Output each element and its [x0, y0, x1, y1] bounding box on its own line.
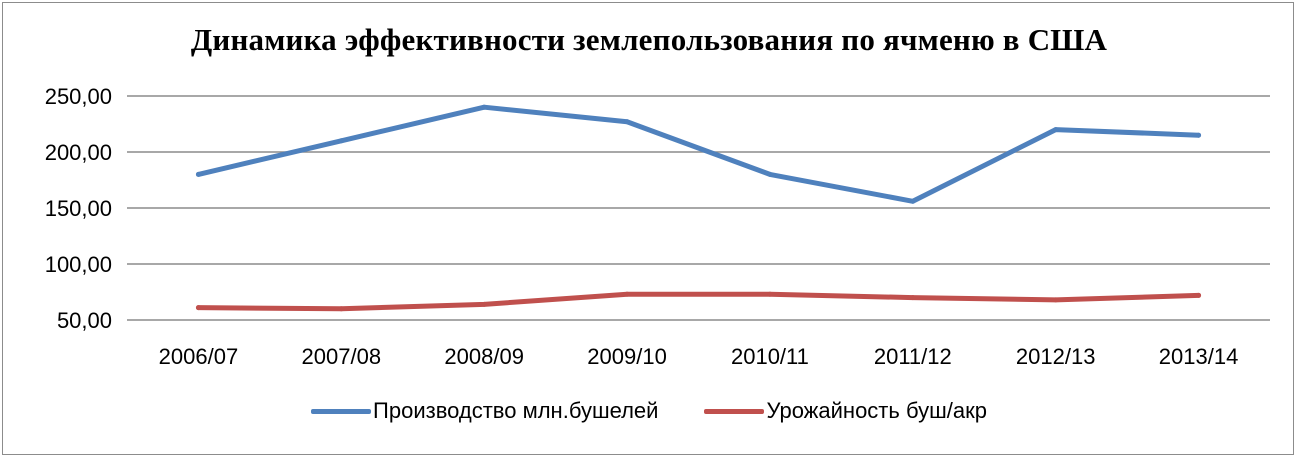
legend-label-yield: Урожайность буш/акр: [766, 398, 987, 423]
series-0-point: [1053, 127, 1059, 133]
y-tick-label: 50,00: [57, 308, 112, 333]
series-1-point: [481, 301, 487, 307]
legend-swatch-yield: [704, 408, 765, 414]
y-tick-label: 150,00: [45, 196, 112, 221]
y-tick-label: 200,00: [45, 140, 112, 165]
legend-label-production: Производство млн.бушелей: [373, 398, 659, 423]
series-0-point: [1196, 132, 1202, 138]
series-1-point: [624, 291, 630, 297]
series-0-point: [910, 198, 916, 204]
x-tick-label: 2009/10: [587, 344, 667, 369]
series-1-point: [195, 305, 201, 311]
series-1-point: [1196, 292, 1202, 298]
legend-item-production: Производство млн.бушелей: [311, 398, 658, 424]
legend-swatch-production: [311, 408, 372, 414]
chart-title: Динамика эффективности землепользования …: [190, 22, 1108, 57]
x-tick-label: 2007/08: [302, 344, 382, 369]
x-tick-label: 2011/12: [874, 344, 952, 369]
series-0-point: [767, 171, 773, 177]
series-1-point: [338, 306, 344, 312]
y-tick-label: 250,00: [45, 84, 112, 109]
x-tick-label: 2010/11: [731, 344, 809, 369]
series-0-point: [481, 104, 487, 110]
y-tick-label: 100,00: [45, 252, 112, 277]
series-1-point: [1053, 297, 1059, 303]
series-line-1: [195, 291, 1202, 312]
chart-legend: Производство млн.бушелей Урожайность буш…: [0, 398, 1298, 424]
series-1-point: [910, 295, 916, 301]
x-tick-label: 2013/14: [1159, 344, 1239, 369]
series-0-point: [624, 119, 630, 125]
x-tick-label: 2006/07: [159, 344, 239, 369]
x-tick-label: 2012/13: [1016, 344, 1096, 369]
legend-item-yield: Урожайность буш/акр: [704, 398, 987, 424]
series-0-point: [338, 138, 344, 144]
series-1-point: [767, 291, 773, 297]
x-tick-label: 2008/09: [444, 344, 524, 369]
series-0-point: [195, 171, 201, 177]
series-line-0: [195, 104, 1202, 204]
